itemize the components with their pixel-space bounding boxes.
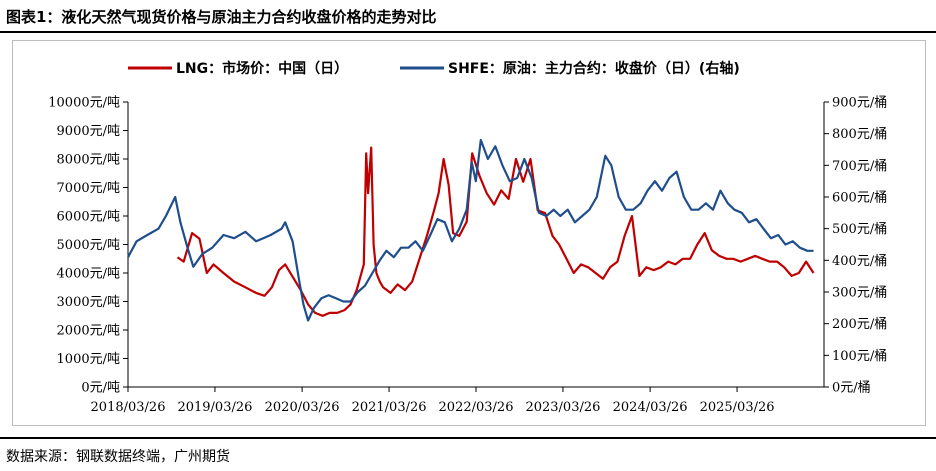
x-tick-label: 2018/03/26 [91, 400, 166, 415]
y-right-tick-label: 900元/桶 [832, 96, 887, 111]
y-right-tick-label: 300元/桶 [832, 286, 887, 301]
y-right-tick-label: 500元/桶 [832, 222, 887, 237]
bottom-rule [0, 437, 936, 439]
y-left-tick-label: 7000元/吨 [57, 181, 120, 196]
legend: LNG：市场价：中国（日） SHFE：原油：主力合约：收盘价（日）(右轴) [128, 60, 740, 77]
axes-layer: 0元/吨 1000元/吨 2000元/吨 3000元/吨 4000元/吨 5000元/吨 6… [48, 96, 887, 416]
y-left-tick-label: 2000元/吨 [57, 324, 120, 339]
figure-title: 图表1：液化天然气现货价格与原油主力合约收盘价格的走势对比 [6, 8, 437, 26]
x-tick-label: 2021/03/26 [352, 400, 427, 415]
y-right-tick-label: 800元/桶 [832, 127, 887, 142]
y-left-tick-label: 8000元/吨 [57, 153, 120, 168]
y-right-tick-label: 700元/桶 [832, 159, 887, 174]
series-line-lng [176, 146, 815, 317]
series-line-shfe-crude [127, 138, 814, 322]
y-left-tick-label: 4000元/吨 [57, 267, 120, 282]
x-tick-label: 2019/03/26 [177, 400, 252, 415]
top-rule [0, 31, 936, 33]
x-tick-label: 2023/03/26 [525, 400, 600, 415]
data-source-note: 数据来源：钢联数据终端，广州期货 [6, 449, 230, 465]
y-left-tick-label: 6000元/吨 [57, 210, 120, 225]
y-left-tick-label: 0元/吨 [81, 381, 120, 396]
y-left-tick-label: 5000元/吨 [57, 238, 120, 253]
y-right-tick-label: 0元/桶 [832, 381, 871, 396]
legend-label-lng: LNG：市场价：中国（日） [176, 60, 348, 77]
x-tick-label: 2025/03/26 [700, 400, 775, 415]
y-right-tick-label: 100元/桶 [832, 349, 887, 364]
legend-label-shfe: SHFE：原油：主力合约：收盘价（日）(右轴) [448, 60, 740, 77]
y-right-tick-label: 200元/桶 [832, 317, 887, 332]
y-left-tick-label: 9000元/吨 [57, 124, 120, 139]
x-tick-label: 2020/03/26 [265, 400, 340, 415]
plot-layer [127, 138, 815, 322]
y-left-tick-label: 1000元/吨 [57, 352, 120, 367]
y-right-tick-label: 400元/桶 [832, 254, 887, 269]
chart-frame [12, 40, 926, 426]
x-tick-label: 2022/03/26 [439, 400, 514, 415]
y-right-tick-label: 600元/桶 [832, 191, 887, 206]
y-left-tick-label: 10000元/吨 [48, 96, 120, 111]
x-tick-label: 2024/03/26 [613, 400, 688, 415]
y-left-tick-label: 3000元/吨 [57, 295, 120, 310]
